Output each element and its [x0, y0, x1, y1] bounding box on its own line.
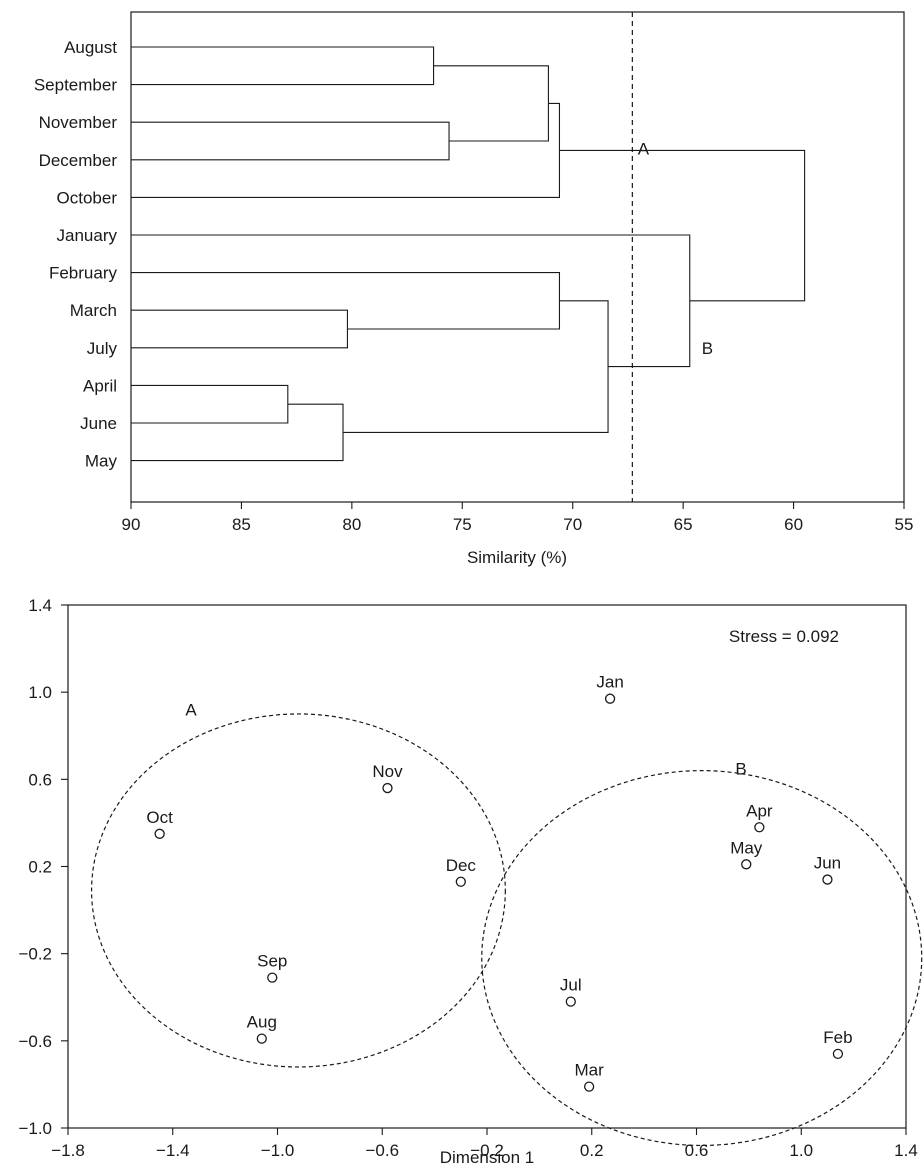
point-jan	[604, 693, 616, 704]
point-sep	[267, 972, 278, 983]
link-febmarjul	[131, 272, 561, 330]
x-tick-label-3: −0.6	[365, 1141, 399, 1160]
group-label-b: B	[702, 339, 713, 358]
x-axis: 90 85 80 75 70 65 60 55	[122, 502, 914, 534]
point-label-jul: Jul	[560, 976, 582, 995]
link-augsep	[131, 46, 435, 86]
points: Jan Feb Mar Apr May Jun Jul Aug Sep Oct Nov Dec	[146, 673, 853, 1092]
y-tick-label-3: 0.2	[28, 858, 52, 877]
x-tick-label-2: −1.0	[261, 1141, 295, 1160]
dendrogram-panel: August September November December October Ja…	[34, 11, 914, 567]
stress-annotation: Stress = 0.092	[729, 627, 839, 646]
point-feb	[832, 1048, 844, 1060]
dendrogram-links	[131, 46, 806, 462]
x-tick-label-4: −0.2	[470, 1141, 504, 1160]
leaf-label-december: December	[39, 151, 118, 170]
x-tick-label-1: −1.4	[156, 1141, 190, 1160]
mds-panel: AB JanFebMarAprMayJunJulAugSepOctNovDec …	[18, 596, 923, 1167]
x-tick-label-8: 1.4	[894, 1141, 918, 1160]
point-label-apr: Apr	[746, 801, 773, 820]
x-tick-label-80: 80	[342, 515, 361, 534]
link-novdec	[131, 121, 450, 161]
leaf-label-july: July	[87, 339, 118, 358]
x-tick-label-5: 0.2	[580, 1141, 604, 1160]
mds-frame	[67, 604, 907, 1129]
x-tick-label-6: 0.6	[685, 1141, 709, 1160]
y-tick-label-2: 0.6	[28, 770, 52, 789]
group-ellipse-a	[90, 713, 506, 1068]
y-tick-label-4: −0.2	[18, 945, 52, 964]
y-tick-label-5: −0.6	[18, 1032, 52, 1051]
x-tick-label-90: 90	[122, 515, 141, 534]
point-nov	[382, 782, 393, 794]
group-label-a: A	[638, 140, 650, 159]
y-tick-label-1: 1.0	[28, 683, 52, 702]
leaf-label-november: November	[39, 113, 118, 132]
point-jun	[822, 874, 833, 885]
group-ellipses: AB	[90, 701, 923, 1147]
point-label-nov: Nov	[372, 762, 403, 781]
x-tick-label-65: 65	[674, 515, 693, 534]
link-augsepnovdec	[433, 65, 549, 142]
x-tick-label-70: 70	[563, 515, 582, 534]
y-tick-label-6: −1.0	[18, 1119, 52, 1138]
link-a	[131, 102, 561, 198]
leaf-label-october: October	[57, 188, 118, 207]
x-tick-label-7: 1.0	[789, 1141, 813, 1160]
x-tick-label-75: 75	[453, 515, 472, 534]
group-label-b: B	[735, 759, 746, 778]
link-aprjunmay	[131, 403, 344, 462]
x-axis-title: Dimension 1	[440, 1148, 535, 1167]
link-marjul	[131, 309, 348, 349]
leaf-label-march: March	[70, 301, 117, 320]
point-label-mar: Mar	[574, 1061, 604, 1080]
leaf-label-september: September	[34, 76, 117, 95]
point-label-may: May	[730, 838, 763, 857]
x-axis-title: Similarity (%)	[467, 548, 567, 567]
point-apr	[754, 822, 765, 833]
leaf-label-february: February	[49, 264, 118, 283]
point-label-jan: Jan	[596, 673, 623, 692]
link-root	[559, 149, 806, 302]
point-mar	[583, 1081, 595, 1092]
y-tick-label-0: 1.4	[28, 596, 52, 615]
point-label-jun: Jun	[814, 854, 841, 873]
point-dec	[455, 876, 466, 887]
point-may	[741, 859, 752, 870]
point-label-oct: Oct	[146, 808, 173, 827]
point-label-feb: Feb	[823, 1028, 852, 1047]
x-tick-label-0: −1.8	[51, 1141, 85, 1160]
point-oct	[154, 828, 165, 839]
link-b	[343, 300, 609, 433]
point-label-sep: Sep	[257, 952, 287, 971]
dendrogram-frame	[130, 11, 905, 503]
point-label-aug: Aug	[247, 1013, 277, 1032]
group-label-a: A	[185, 701, 197, 720]
group-ellipse-b	[481, 770, 923, 1147]
leaf-label-april: April	[83, 376, 117, 395]
group-labels: AB	[638, 140, 713, 358]
leaf-label-june: June	[80, 414, 117, 433]
x-tick-label-60: 60	[784, 515, 803, 534]
x-tick-label-55: 55	[895, 515, 914, 534]
point-jul	[565, 996, 576, 1007]
leaf-label-january: January	[57, 226, 118, 245]
leaf-labels: August September November December October Ja…	[34, 38, 118, 471]
y-axis: 1.4 1.0 0.6 0.2 −0.2 −0.6 −1.0	[18, 596, 68, 1138]
x-tick-label-85: 85	[232, 515, 251, 534]
leaf-label-may: May	[85, 452, 118, 471]
point-label-dec: Dec	[446, 856, 477, 875]
x-axis: −1.8 −1.4 −1.0 −0.6 −0.2 0.2 0.6 1.0 1.4	[51, 1128, 918, 1160]
leaf-label-august: August	[64, 38, 117, 57]
link-aprjun	[131, 384, 289, 424]
point-aug	[256, 1033, 267, 1044]
